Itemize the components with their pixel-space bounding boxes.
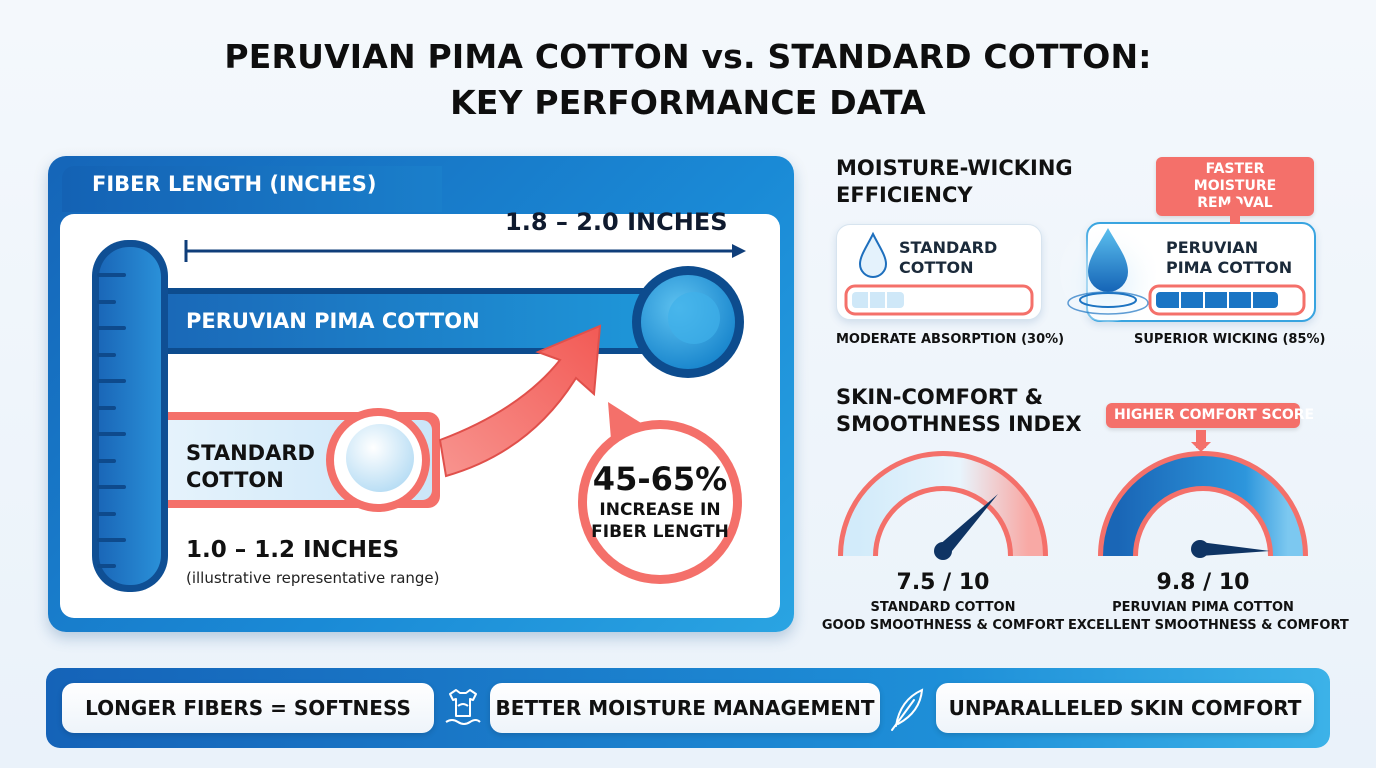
pima-comfort-gauge [1098,451,1308,558]
length-dimension-arrow [184,240,746,262]
comfort-title: SKIN-COMFORT & SMOOTHNESS INDEX [836,385,1082,436]
moisture-title: MOISTURE-WICKING EFFICIENCY [836,156,1073,207]
standard-moisture-label: STANDARD COTTON [899,238,998,277]
standard-comfort-desc: GOOD SMOOTHNESS & COMFORT [821,618,1065,633]
page-title: PERUVIAN PIMA COTTON vs. STANDARD COTTON… [0,34,1376,126]
benefit-moisture: BETTER MOISTURE MANAGEMENT [490,683,880,733]
comfort-badge: HIGHER COMFORT SCORE [1106,403,1314,428]
pima-comfort-name: PERUVIAN PIMA COTTON [1112,600,1294,615]
benefit-comfort-label: UNPARALLELED SKIN COMFORT [948,696,1302,720]
standard-moisture-caption: MODERATE ABSORPTION (30%) [836,332,1065,347]
pima-moisture-caption: SUPERIOR WICKING (85%) [1134,332,1326,347]
pima-wicking-meter [1148,284,1306,316]
increase-text: INCREASE IN FIBER LENGTH [591,500,729,542]
pima-gauge-needle [1191,540,1270,558]
pima-moisture-label: PERUVIAN PIMA COTTON [1166,238,1293,277]
pima-comfort-score: 9.8 / 10 [1156,570,1250,595]
fiber-ruler [92,240,168,592]
standard-comfort-score: 7.5 / 10 [896,570,990,595]
title-line-1: PERUVIAN PIMA COTTON vs. STANDARD COTTON… [224,37,1152,76]
water-drop-icon [858,231,888,278]
benefit-softness-label: LONGER FIBERS = SOFTNESS [85,696,411,720]
pima-meter-fill [1156,292,1278,308]
pima-fiber-bar [140,266,744,378]
pima-bar-label: PERUVIAN PIMA COTTON [186,309,480,333]
comfort-up-arrow [1191,430,1211,452]
moisture-up-arrow [1224,196,1246,224]
standard-gauge-needle [934,494,998,560]
standard-range-label: 1.0 – 1.2 INCHES [186,537,400,563]
standard-fiber-bar [140,408,440,512]
benefit-comfort: UNPARALLELED SKIN COMFORT [936,683,1314,733]
standard-comfort-gauge [838,451,1048,560]
title-line-2: KEY PERFORMANCE DATA [450,83,926,122]
range-note: (illustrative representative range) [186,569,440,587]
water-splash-icon [1060,222,1156,322]
standard-comfort-name: STANDARD COTTON [870,600,1016,615]
increase-value: 45-65% [592,460,728,498]
standard-meter-fill [852,292,904,308]
increase-badge [578,402,742,584]
fiber-length-tab [62,166,442,212]
benefit-moisture-label: BETTER MOISTURE MANAGEMENT [495,696,875,720]
pima-range-label: 1.8 – 2.0 INCHES [505,208,728,236]
fiber-length-title: FIBER LENGTH (INCHES) [92,172,377,196]
standard-wicking-meter [844,284,1034,316]
benefit-softness: LONGER FIBERS = SOFTNESS [62,683,434,733]
pima-comfort-desc: EXCELLENT SMOOTHNESS & COMFORT [1068,618,1349,633]
increase-arrow [438,324,602,478]
standard-bar-label: STANDARD COTTON [186,441,315,492]
